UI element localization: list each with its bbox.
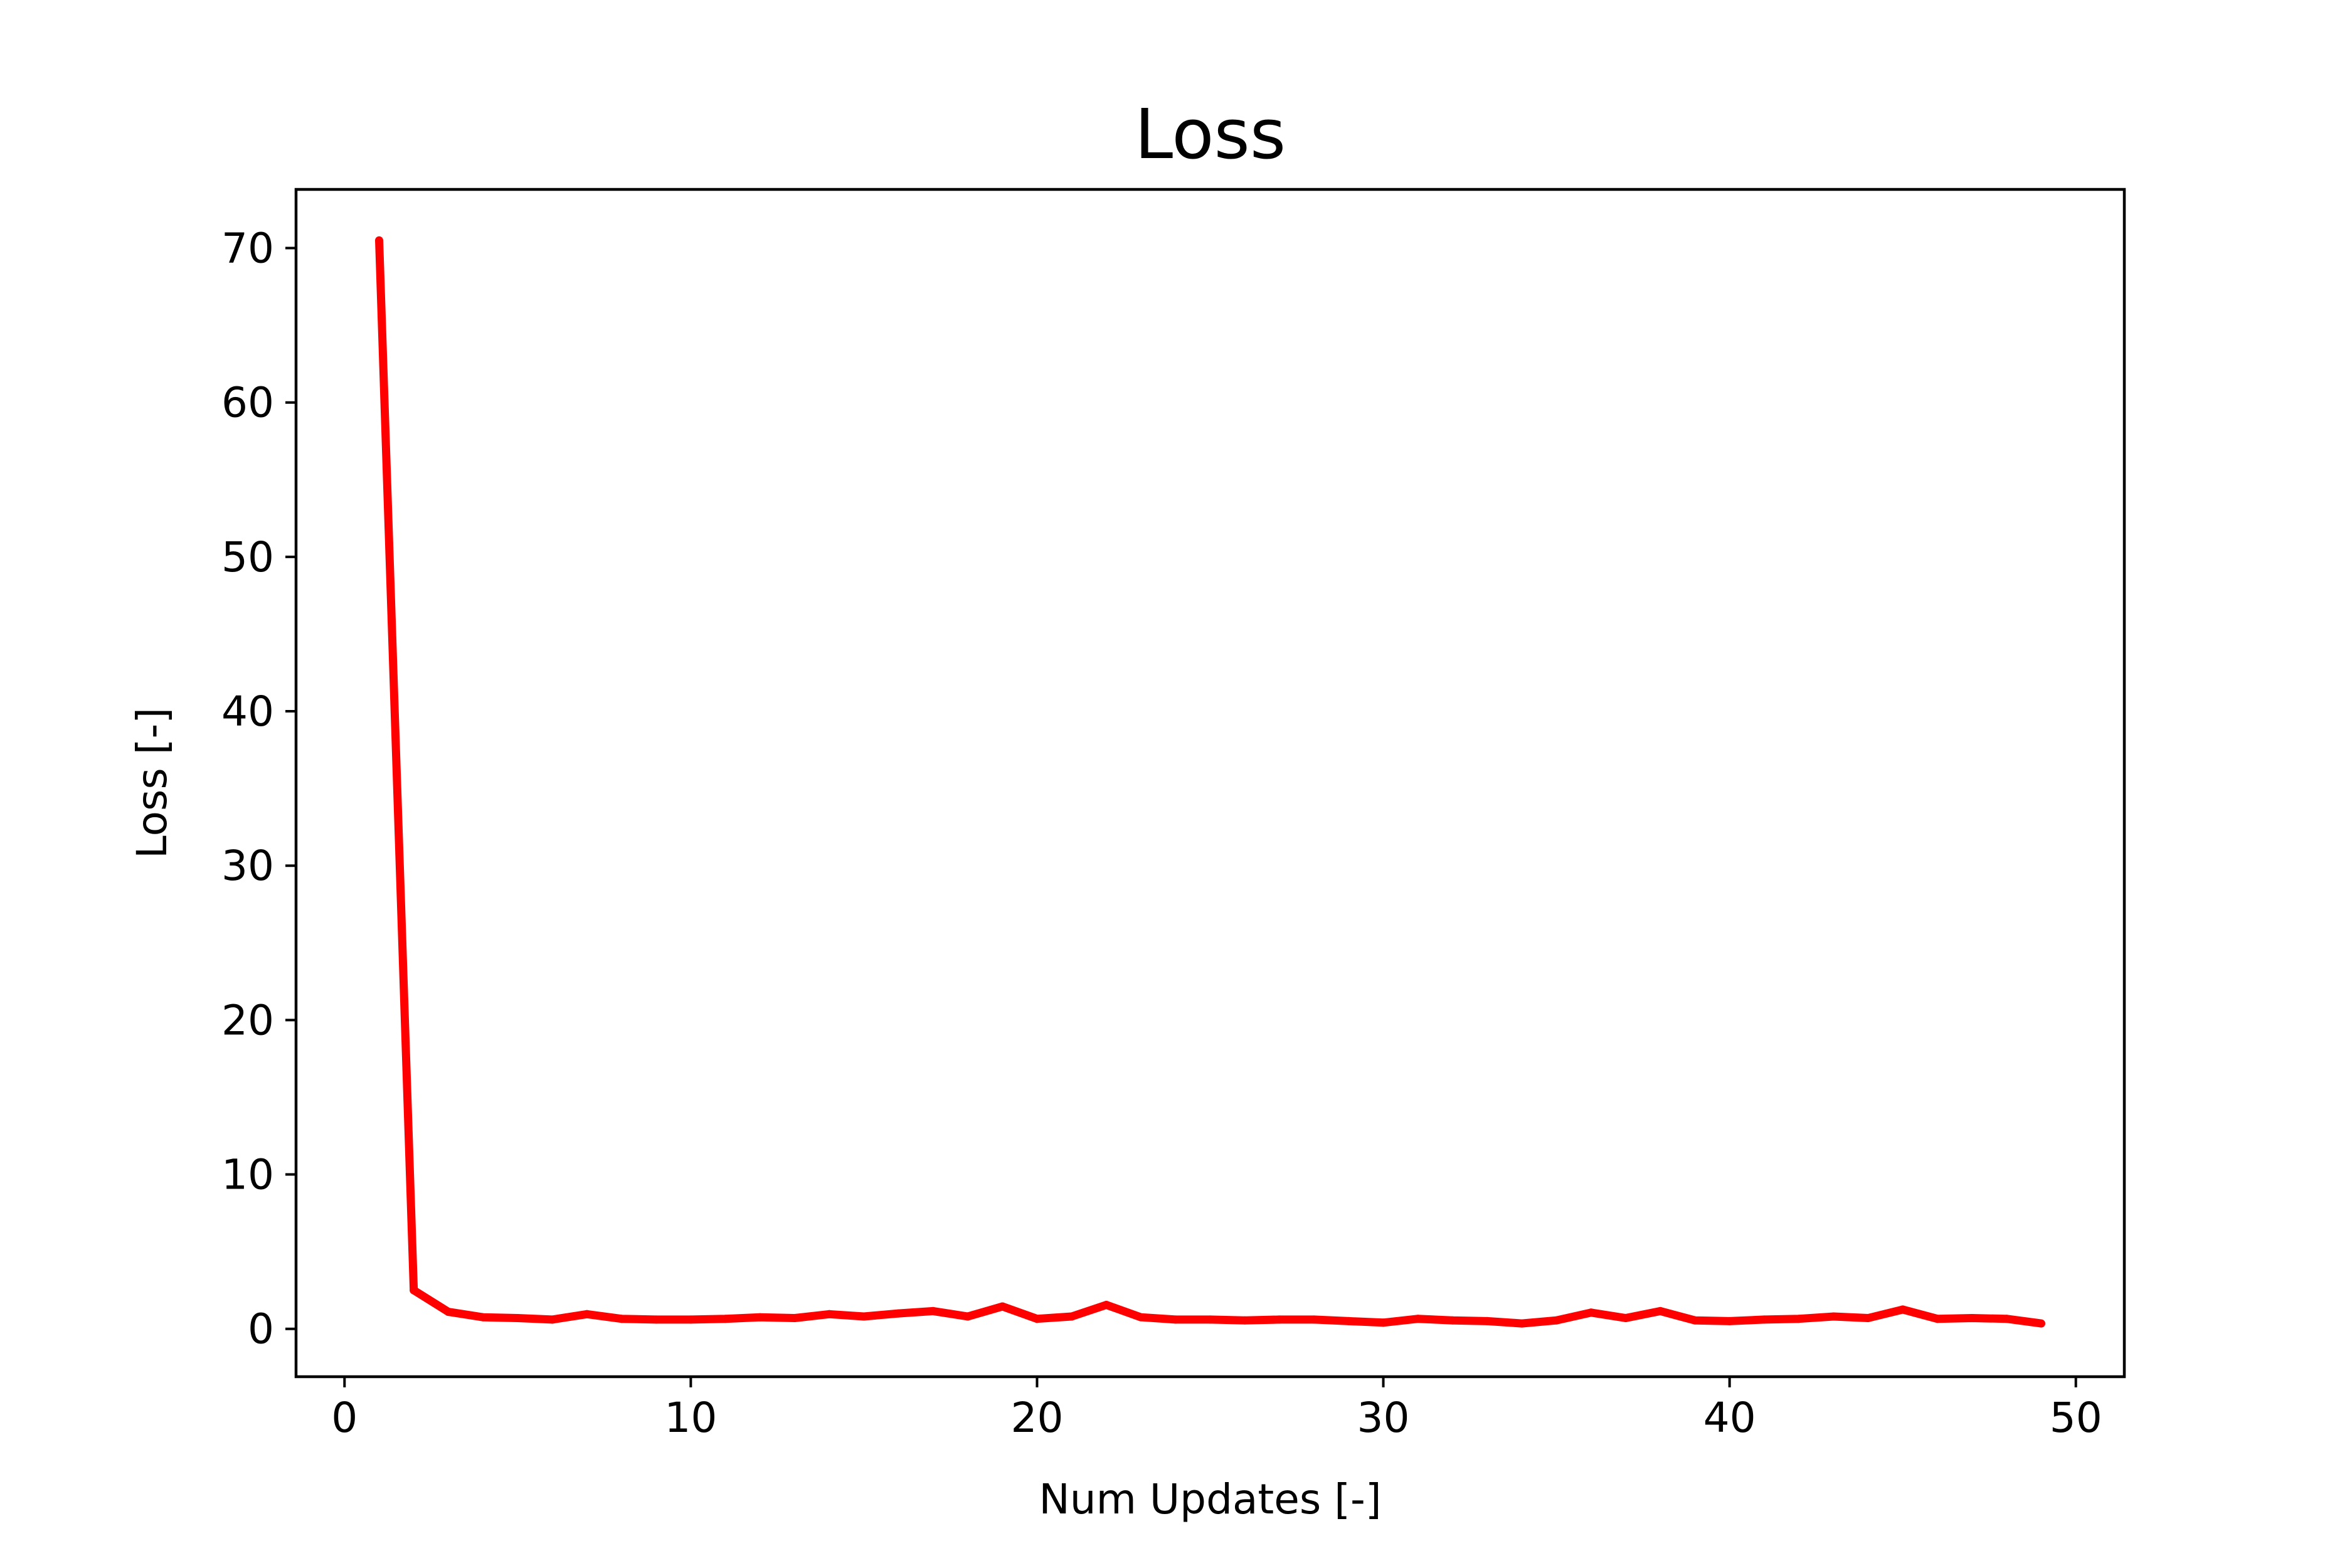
data-point — [998, 1302, 1007, 1311]
data-point — [1725, 1316, 1734, 1325]
data-point — [1864, 1314, 1872, 1322]
data-point — [1275, 1315, 1284, 1324]
series-line — [375, 240, 2042, 1328]
data-point — [1379, 1318, 1387, 1327]
data-point — [1344, 1316, 1353, 1325]
data-point — [1621, 1314, 1630, 1322]
data-point — [790, 1314, 799, 1322]
x-axis: 0 10 20 30 40 50 — [331, 1377, 2102, 1442]
y-tick-label: 50 — [221, 533, 274, 581]
x-tick-label: 40 — [1703, 1394, 1756, 1442]
plot-area-frame — [294, 188, 2126, 1379]
data-point — [686, 1315, 695, 1324]
data-point — [1899, 1305, 1907, 1314]
y-tick-label: 20 — [221, 996, 274, 1044]
y-tick-label: 60 — [221, 379, 274, 427]
data-point — [1483, 1316, 1491, 1325]
data-point — [1968, 1314, 1976, 1322]
data-point — [479, 1313, 487, 1322]
y-tick-label: 40 — [221, 687, 274, 736]
y-tick-label: 70 — [221, 225, 274, 273]
data-point — [1933, 1315, 1942, 1323]
data-point — [1310, 1315, 1318, 1324]
data-point — [1414, 1315, 1422, 1323]
x-tick-label: 50 — [2050, 1394, 2102, 1442]
data-point — [1829, 1312, 1838, 1321]
data-point — [1587, 1308, 1596, 1317]
y-tick-label: 0 — [248, 1305, 274, 1353]
data-point — [548, 1315, 556, 1324]
data-point — [583, 1310, 591, 1318]
data-point — [1656, 1306, 1665, 1315]
data-point — [1241, 1316, 1249, 1325]
data-point — [963, 1312, 972, 1321]
data-point — [859, 1312, 868, 1321]
x-tick-label: 20 — [1010, 1394, 1063, 1442]
data-point — [1206, 1315, 1214, 1324]
data-point — [1794, 1315, 1803, 1323]
plot-marks — [375, 236, 2045, 1328]
data-point — [2037, 1319, 2045, 1328]
data-point — [617, 1315, 626, 1323]
data-point — [2002, 1315, 2011, 1323]
data-point — [375, 236, 383, 245]
data-point — [929, 1306, 938, 1315]
data-point — [410, 1286, 418, 1295]
data-point — [721, 1315, 730, 1323]
x-axis-label: Num Updates [-] — [1039, 1475, 1381, 1523]
data-point — [1171, 1315, 1180, 1324]
data-point — [1760, 1315, 1769, 1324]
data-point — [1033, 1315, 1041, 1323]
data-point — [756, 1313, 765, 1322]
data-point — [513, 1314, 522, 1322]
y-axis-label: Loss [-] — [128, 707, 176, 859]
data-point — [1552, 1316, 1561, 1325]
y-axis: 0 10 20 30 40 50 60 70 — [221, 225, 296, 1353]
data-point — [1448, 1316, 1457, 1325]
data-point — [1517, 1319, 1526, 1328]
data-point — [444, 1308, 453, 1316]
data-point — [894, 1309, 903, 1318]
y-tick-label: 30 — [221, 842, 274, 890]
data-point — [652, 1315, 660, 1324]
data-point — [1136, 1313, 1145, 1322]
x-tick-label: 30 — [1357, 1394, 1410, 1442]
data-point — [825, 1310, 834, 1318]
chart-title: Loss — [1135, 94, 1286, 174]
data-point — [1102, 1301, 1111, 1309]
data-point — [1067, 1312, 1076, 1321]
x-tick-label: 0 — [331, 1394, 358, 1442]
y-tick-label: 10 — [221, 1151, 274, 1199]
x-tick-label: 10 — [664, 1394, 717, 1442]
data-point — [1690, 1316, 1699, 1325]
